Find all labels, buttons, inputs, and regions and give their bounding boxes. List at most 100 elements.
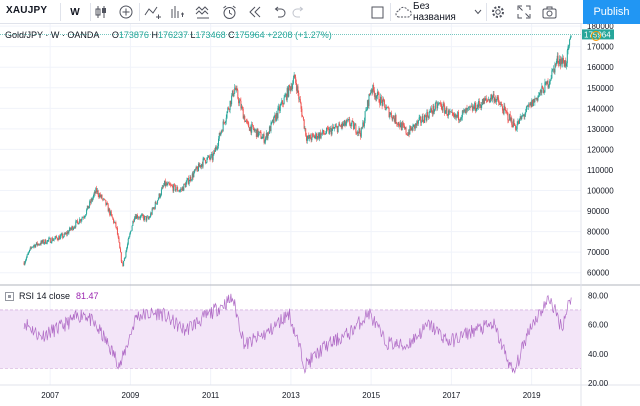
publish-button[interactable]: Publish [583, 0, 640, 24]
candle-body [416, 121, 418, 126]
replay-icon[interactable] [246, 2, 264, 22]
candle-body [322, 130, 324, 134]
candle-body [221, 130, 223, 133]
templates-icon[interactable] [194, 2, 212, 22]
candle-body [396, 123, 398, 124]
candle-body [515, 125, 517, 130]
candle-body [539, 90, 541, 93]
candle-body [425, 116, 427, 121]
candle-body [372, 84, 374, 93]
candle-body [115, 222, 117, 228]
candle-body [546, 80, 548, 85]
toolbar-divider [139, 3, 140, 21]
candle-body [328, 128, 330, 134]
candle-body [43, 242, 45, 244]
plus-circle-icon[interactable] [117, 2, 135, 22]
candle-body [140, 215, 142, 219]
chevron-down-icon[interactable] [473, 2, 483, 22]
candle-body [130, 231, 132, 234]
rsi-tick-label: 20.00 [588, 379, 609, 388]
candle-body [484, 98, 486, 101]
candle-body [541, 86, 543, 93]
rectangle-icon[interactable] [368, 2, 386, 22]
candle-body [482, 99, 484, 105]
candle-body [479, 105, 481, 106]
rsi-title[interactable]: RSI 14 close [19, 291, 71, 301]
candle-body [378, 93, 380, 103]
candle-body [516, 124, 518, 130]
candle-body [319, 132, 321, 139]
indicators-icon[interactable] [143, 2, 163, 22]
candle-body [41, 241, 43, 243]
interval-selector[interactable]: W [70, 6, 80, 18]
undo-icon[interactable] [270, 2, 288, 22]
candle-body [483, 98, 485, 105]
candle-body [139, 217, 141, 219]
candle-body [437, 104, 439, 109]
candle-body [38, 243, 40, 245]
candles-icon[interactable] [93, 2, 109, 22]
rsi-axis[interactable]: 80.00 60.00 40.00 20.00 [588, 291, 609, 388]
candle-body [461, 110, 463, 118]
candle-body [554, 63, 556, 73]
candle-body [189, 176, 191, 182]
candle-body [170, 185, 172, 186]
price-tick-label: 120000 [587, 145, 614, 154]
candle-body [277, 107, 279, 118]
collapse-pane-icon[interactable] [5, 291, 14, 301]
warning-icon[interactable] [591, 31, 601, 41]
candle-body [103, 198, 105, 200]
legend-high: 176237 [157, 30, 189, 40]
candle-body [198, 163, 200, 167]
candle-body [120, 252, 122, 262]
price-axis[interactable]: 180000 170000 160000 150000 140000 130000 1200… [587, 24, 614, 278]
chart-canvas[interactable]: 180000 170000 160000 150000 140000 130000 1200… [0, 24, 640, 406]
candle-body [264, 141, 266, 143]
redo-icon[interactable] [290, 2, 308, 22]
alert-clock-icon[interactable] [220, 2, 238, 22]
candle-body [128, 236, 130, 240]
candle-body [446, 107, 448, 116]
candle-body [258, 132, 260, 137]
candle-body [57, 239, 59, 241]
candle-body [558, 62, 560, 64]
candle-body [150, 213, 152, 215]
candle-body [140, 215, 142, 216]
candle-body [454, 114, 456, 117]
candle-body [210, 155, 212, 160]
gear-icon[interactable] [489, 2, 507, 22]
candle-body [400, 122, 402, 130]
candle-body [200, 165, 202, 167]
time-axis[interactable]: 2007 2009 2011 2013 2015 2017 2019 [41, 391, 541, 400]
candle-body [204, 159, 206, 163]
bar-chart-icon[interactable] [168, 2, 186, 22]
candle-body [239, 100, 241, 102]
candle-body [310, 138, 312, 141]
candle-body [118, 237, 120, 243]
candle-body [454, 114, 456, 118]
candle-body [295, 77, 297, 84]
candle-body [237, 90, 239, 99]
camera-icon[interactable] [540, 2, 558, 22]
candle-body [330, 127, 332, 135]
candle-body [75, 221, 77, 228]
candle-body [167, 182, 169, 184]
candle-body [188, 181, 190, 184]
candle-body [265, 137, 267, 142]
rsi-value: 81.47 [76, 291, 99, 301]
candle-body [398, 122, 400, 126]
layout-name[interactable]: Без названия [413, 1, 456, 23]
symbol-search[interactable]: XAUJPY [6, 5, 48, 16]
candle-body [158, 193, 160, 199]
fullscreen-icon[interactable] [515, 2, 533, 22]
candle-body [492, 93, 494, 97]
candle-body [141, 214, 143, 216]
candle-body [342, 122, 344, 126]
candle-body [79, 219, 81, 224]
candle-body [376, 91, 378, 97]
candle-body [549, 80, 551, 82]
candle-body [474, 102, 476, 112]
legend-title[interactable]: Gold/JPY · W · OANDA [5, 30, 99, 40]
candle-body [417, 120, 419, 124]
candle-body [251, 124, 253, 133]
